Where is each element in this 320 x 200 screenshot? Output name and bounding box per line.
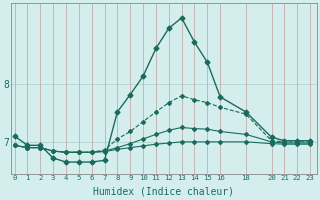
X-axis label: Humidex (Indice chaleur): Humidex (Indice chaleur) [93, 187, 234, 197]
